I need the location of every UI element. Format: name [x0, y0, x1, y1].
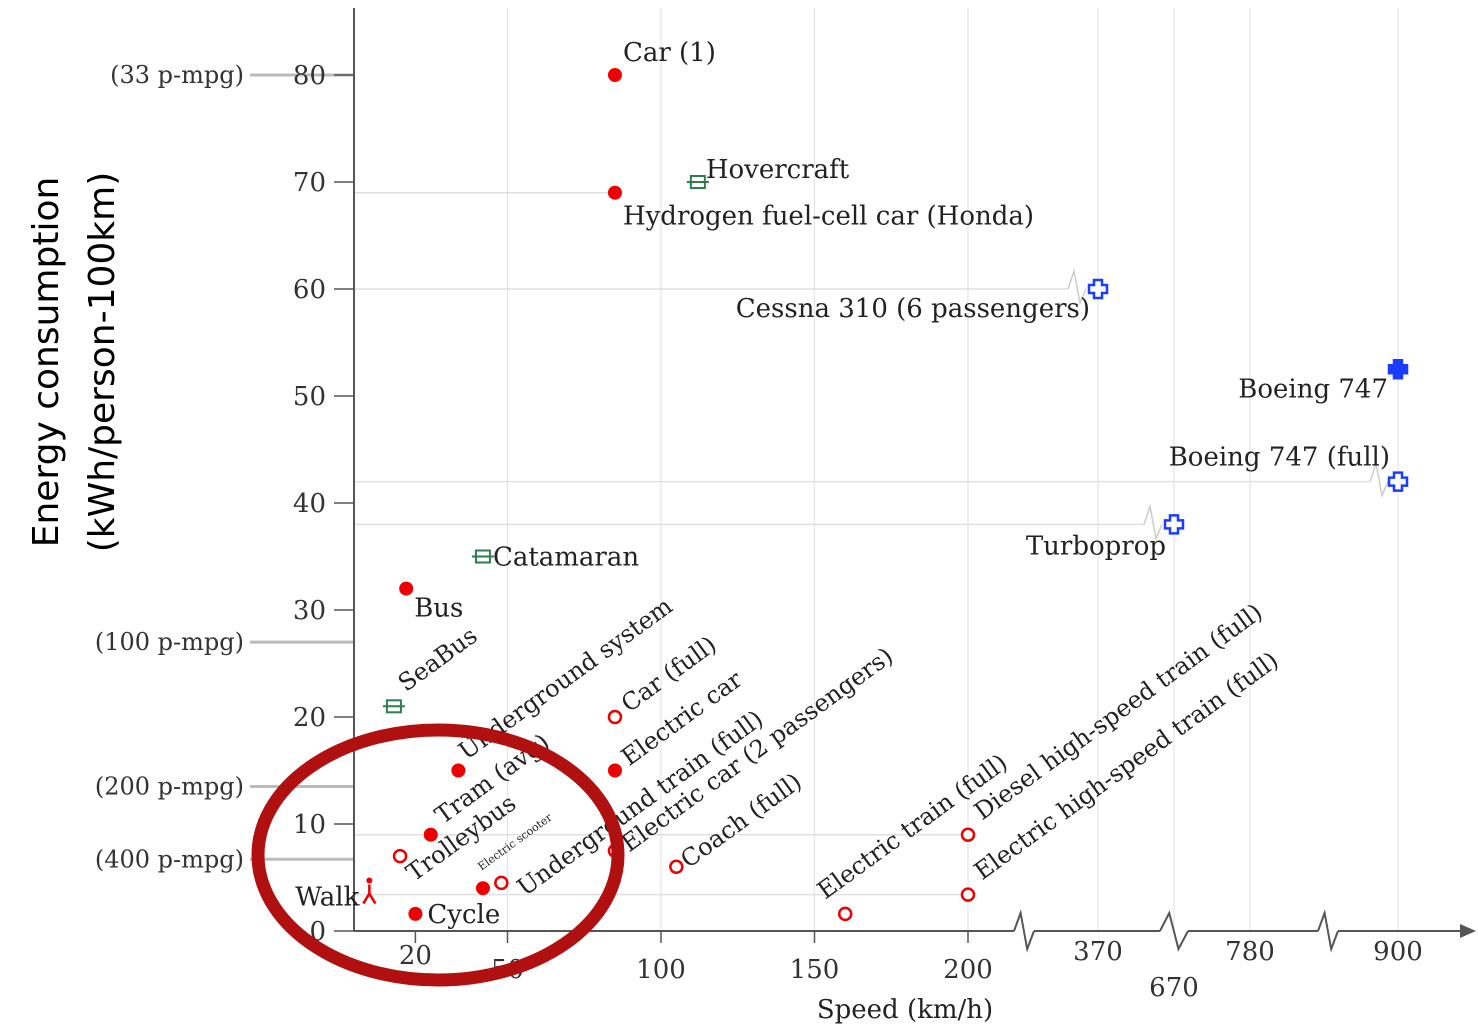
point-label: Turboprop	[1026, 531, 1166, 561]
data-point-leg	[368, 892, 377, 905]
point-label: Catamaran	[493, 543, 639, 573]
data-point	[607, 185, 622, 200]
y-tick-label: 60	[293, 275, 326, 305]
data-point	[1387, 471, 1409, 492]
data-point	[408, 906, 423, 921]
data-point	[1387, 359, 1409, 380]
mpg-label: (400 p-mpg)	[95, 845, 244, 873]
x-tick-label: 150	[790, 955, 840, 985]
x-tick-label: 370	[1073, 937, 1123, 967]
mpg-label: (33 p-mpg)	[110, 61, 244, 89]
x-axis-title: Speed (km/h)	[817, 995, 993, 1025]
x-tick-label: 780	[1225, 937, 1275, 967]
y-tick-label: 70	[293, 168, 326, 198]
point-label: Car (1)	[623, 38, 716, 68]
point-label: Boeing 747	[1238, 374, 1388, 404]
data-point	[960, 887, 976, 902]
point-label: Walk	[295, 883, 359, 913]
data-point	[1087, 278, 1109, 300]
guide-break	[1369, 460, 1389, 499]
point-layer	[362, 68, 1409, 922]
point-label: Hovercraft	[706, 155, 850, 185]
point-label: SeaBus	[393, 621, 483, 697]
data-point	[837, 906, 853, 922]
point-label: Cycle	[427, 900, 500, 930]
y-tick-label: 80	[293, 61, 326, 91]
data-point	[607, 709, 623, 725]
label-layer: Car (1) Hovercraft Hydrogen fuel-cell car …	[295, 38, 1390, 930]
data-point	[607, 68, 622, 82]
data-point	[1163, 514, 1185, 535]
data-point	[669, 859, 684, 875]
guide-break	[1143, 503, 1163, 541]
data-point	[475, 881, 490, 896]
point-label: Bus	[414, 594, 463, 624]
y-tick-label: 40	[293, 489, 326, 519]
data-point	[960, 827, 976, 842]
x-axis-break	[1013, 909, 1035, 953]
data-point	[494, 875, 509, 891]
data-point	[366, 877, 373, 884]
mpg-label: (100 p-mpg)	[95, 628, 244, 656]
y-axis-title-line2: (kWh/person-100km)	[82, 172, 123, 553]
data-point	[399, 581, 414, 596]
data-point	[451, 763, 466, 778]
point-label: Boeing 747 (full)	[1169, 443, 1390, 473]
y-tick-label: 30	[293, 596, 326, 626]
point-label: Cessna 310 (6 passengers)	[736, 294, 1090, 324]
x-axis-break	[1317, 909, 1339, 953]
highlight-ellipse	[251, 723, 625, 987]
point-label: Hydrogen fuel-cell car (Honda)	[623, 202, 1034, 232]
x-tick-label: 670	[1149, 973, 1199, 1003]
x-tick-label: 900	[1373, 937, 1423, 967]
x-axis-break	[1159, 910, 1189, 952]
x-tick-label: 200	[943, 955, 993, 985]
x-axis-arrow	[1460, 924, 1476, 938]
data-point	[392, 848, 408, 864]
y-tick-label: 20	[293, 703, 326, 733]
x-tick-label: 100	[636, 955, 686, 985]
data-point	[423, 827, 438, 842]
point-label: Electric high-speed train (full)	[969, 646, 1284, 885]
guide-break	[1067, 268, 1087, 306]
y-axis-title-line1: Energy consumption	[26, 177, 67, 548]
y-tick-label: 10	[293, 810, 326, 840]
y-tick-label: 50	[293, 382, 326, 412]
x-tick-label: 20	[399, 941, 432, 971]
grid-layer	[250, 8, 1399, 931]
mpg-label: (200 p-mpg)	[95, 773, 244, 801]
data-point	[607, 763, 622, 778]
